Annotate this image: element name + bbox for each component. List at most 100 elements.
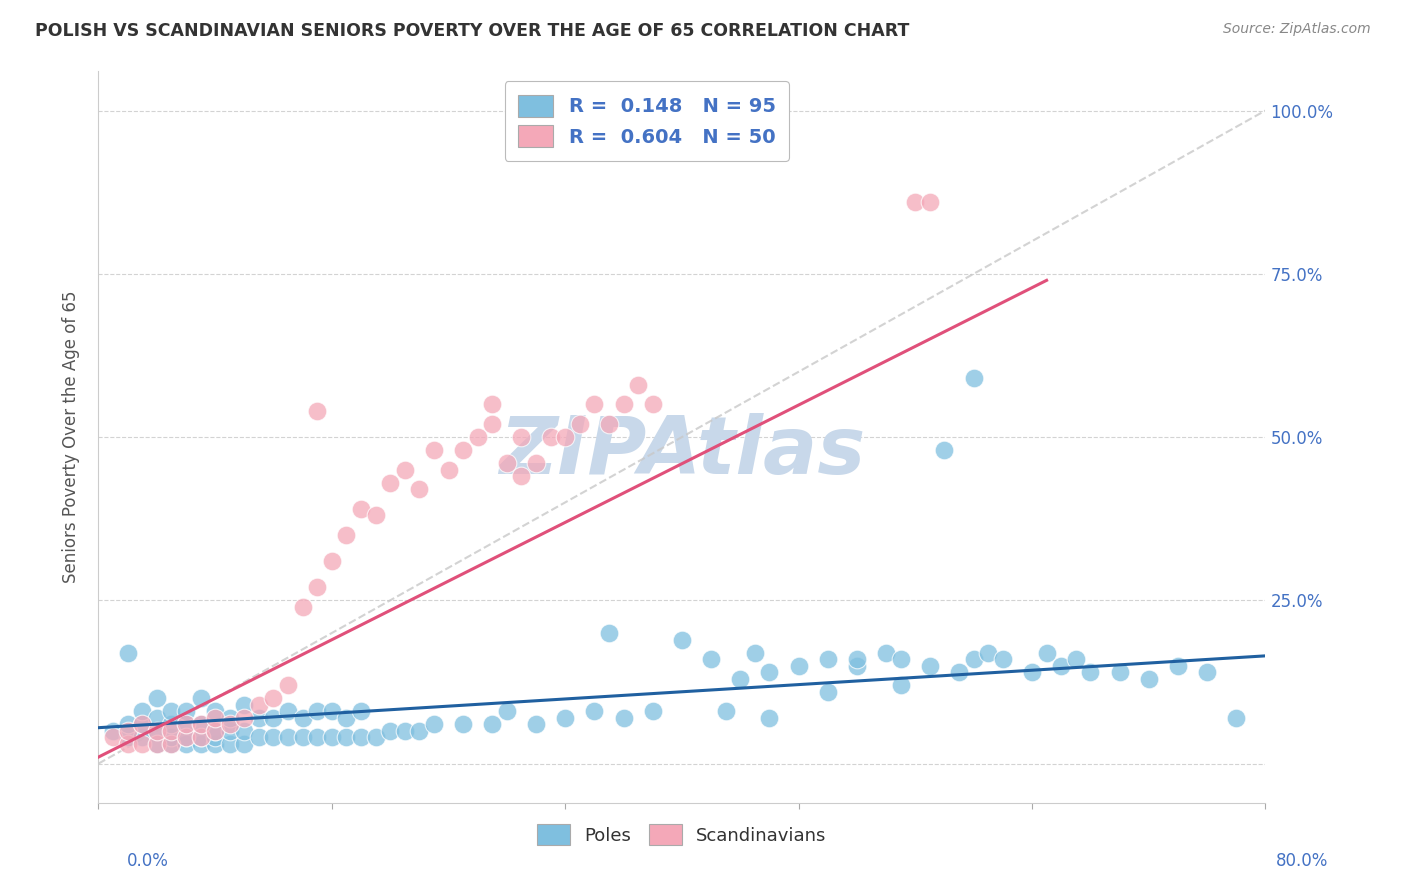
- Point: [262, 731, 284, 745]
- Point: [307, 404, 329, 418]
- Point: [190, 731, 212, 745]
- Point: [568, 417, 591, 431]
- Point: [131, 717, 153, 731]
- Point: [918, 194, 941, 209]
- Point: [1050, 658, 1073, 673]
- Point: [204, 723, 226, 738]
- Point: [321, 705, 343, 719]
- Point: [1080, 665, 1102, 680]
- Point: [408, 483, 430, 497]
- Point: [321, 554, 343, 568]
- Point: [247, 698, 270, 712]
- Y-axis label: Seniors Poverty Over the Age of 65: Seniors Poverty Over the Age of 65: [62, 291, 80, 583]
- Point: [218, 717, 240, 731]
- Point: [335, 731, 357, 745]
- Point: [991, 652, 1014, 666]
- Point: [174, 717, 197, 731]
- Point: [598, 626, 620, 640]
- Point: [934, 443, 956, 458]
- Point: [233, 698, 256, 712]
- Point: [262, 691, 284, 706]
- Point: [730, 672, 752, 686]
- Point: [1167, 658, 1189, 673]
- Point: [451, 443, 474, 458]
- Point: [233, 723, 256, 738]
- Point: [451, 717, 474, 731]
- Point: [496, 456, 519, 470]
- Point: [277, 731, 299, 745]
- Point: [291, 731, 314, 745]
- Point: [160, 723, 183, 738]
- Point: [233, 737, 256, 751]
- Point: [948, 665, 970, 680]
- Point: [131, 737, 153, 751]
- Point: [890, 652, 912, 666]
- Point: [117, 723, 139, 738]
- Point: [671, 632, 693, 647]
- Text: POLISH VS SCANDINAVIAN SENIORS POVERTY OVER THE AGE OF 65 CORRELATION CHART: POLISH VS SCANDINAVIAN SENIORS POVERTY O…: [35, 22, 910, 40]
- Point: [291, 599, 314, 614]
- Point: [467, 430, 489, 444]
- Point: [758, 665, 780, 680]
- Point: [583, 397, 606, 411]
- Point: [890, 678, 912, 692]
- Text: ZIPAtlas: ZIPAtlas: [499, 413, 865, 491]
- Point: [408, 723, 430, 738]
- Point: [247, 711, 270, 725]
- Point: [350, 705, 373, 719]
- Point: [496, 705, 519, 719]
- Point: [307, 731, 329, 745]
- Point: [101, 723, 124, 738]
- Point: [714, 705, 737, 719]
- Point: [204, 723, 226, 738]
- Point: [700, 652, 723, 666]
- Point: [190, 691, 212, 706]
- Point: [101, 731, 124, 745]
- Point: [218, 737, 240, 751]
- Point: [1195, 665, 1218, 680]
- Point: [962, 371, 984, 385]
- Point: [1021, 665, 1043, 680]
- Point: [380, 723, 402, 738]
- Text: 0.0%: 0.0%: [127, 852, 169, 870]
- Point: [131, 731, 153, 745]
- Point: [787, 658, 810, 673]
- Point: [204, 705, 226, 719]
- Point: [510, 430, 533, 444]
- Point: [394, 463, 416, 477]
- Point: [481, 717, 503, 731]
- Point: [174, 717, 197, 731]
- Point: [146, 737, 169, 751]
- Legend: Poles, Scandinavians: Poles, Scandinavians: [530, 817, 834, 852]
- Point: [364, 508, 387, 523]
- Point: [641, 397, 664, 411]
- Point: [160, 731, 183, 745]
- Point: [481, 397, 503, 411]
- Point: [218, 711, 240, 725]
- Point: [510, 469, 533, 483]
- Point: [146, 723, 169, 738]
- Point: [817, 685, 839, 699]
- Point: [918, 658, 941, 673]
- Point: [233, 711, 256, 725]
- Point: [350, 502, 373, 516]
- Point: [598, 417, 620, 431]
- Point: [174, 731, 197, 745]
- Point: [160, 705, 183, 719]
- Point: [247, 731, 270, 745]
- Point: [174, 737, 197, 751]
- Text: 80.0%: 80.0%: [1277, 852, 1329, 870]
- Point: [540, 430, 562, 444]
- Point: [423, 717, 446, 731]
- Point: [131, 705, 153, 719]
- Point: [394, 723, 416, 738]
- Point: [262, 711, 284, 725]
- Point: [875, 646, 897, 660]
- Point: [146, 723, 169, 738]
- Point: [1137, 672, 1160, 686]
- Point: [160, 717, 183, 731]
- Point: [744, 646, 766, 660]
- Point: [817, 652, 839, 666]
- Point: [190, 731, 212, 745]
- Point: [174, 731, 197, 745]
